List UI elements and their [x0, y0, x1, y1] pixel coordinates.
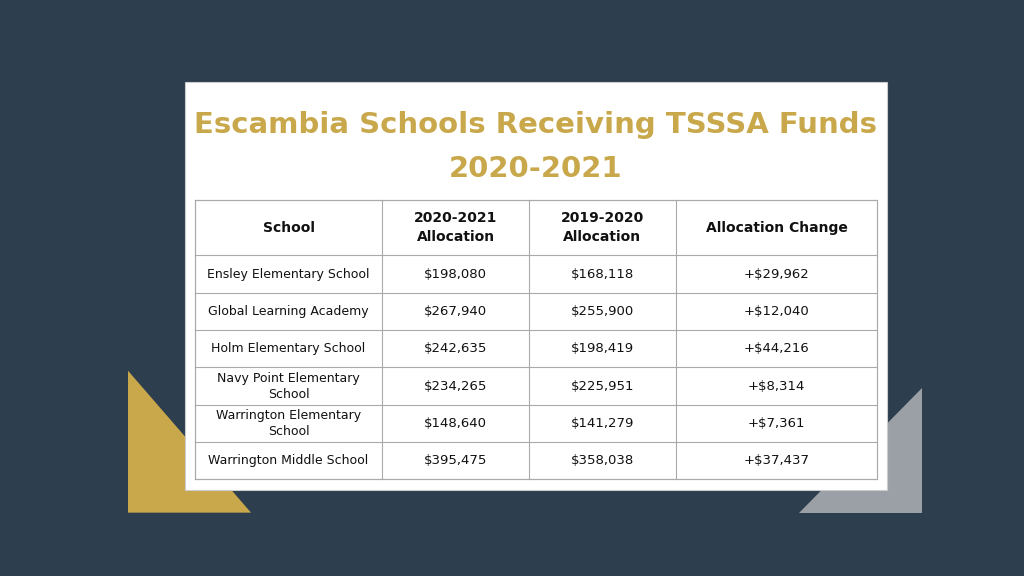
Text: $198,080: $198,080	[424, 268, 487, 281]
Text: $358,038: $358,038	[570, 454, 634, 467]
Text: +$12,040: +$12,040	[743, 305, 809, 318]
Text: +$29,962: +$29,962	[743, 268, 809, 281]
Text: $225,951: $225,951	[570, 380, 634, 393]
Polygon shape	[799, 388, 922, 513]
Polygon shape	[128, 371, 251, 513]
Text: 2020-2021
Allocation: 2020-2021 Allocation	[414, 211, 498, 244]
Text: Warrington Middle School: Warrington Middle School	[208, 454, 369, 467]
Text: Holm Elementary School: Holm Elementary School	[211, 342, 366, 355]
Text: Ensley Elementary School: Ensley Elementary School	[207, 268, 370, 281]
Text: Warrington Elementary
School: Warrington Elementary School	[216, 409, 361, 438]
Text: $148,640: $148,640	[424, 417, 487, 430]
Text: $267,940: $267,940	[424, 305, 487, 318]
Text: Allocation Change: Allocation Change	[706, 221, 848, 234]
Text: $234,265: $234,265	[424, 380, 487, 393]
Text: Escambia Schools Receiving TSSSA Funds: Escambia Schools Receiving TSSSA Funds	[195, 111, 878, 139]
Text: Navy Point Elementary
School: Navy Point Elementary School	[217, 372, 359, 400]
FancyBboxPatch shape	[195, 200, 878, 479]
Text: $168,118: $168,118	[570, 268, 634, 281]
Text: +$37,437: +$37,437	[743, 454, 810, 467]
Text: $198,419: $198,419	[571, 342, 634, 355]
Text: 2019-2020
Allocation: 2019-2020 Allocation	[561, 211, 644, 244]
Text: +$7,361: +$7,361	[748, 417, 805, 430]
Text: $242,635: $242,635	[424, 342, 487, 355]
Text: School: School	[262, 221, 314, 234]
Text: $395,475: $395,475	[424, 454, 487, 467]
Text: +$8,314: +$8,314	[748, 380, 805, 393]
Text: 2020-2021: 2020-2021	[450, 155, 623, 183]
Text: $255,900: $255,900	[570, 305, 634, 318]
Text: +$44,216: +$44,216	[743, 342, 809, 355]
Text: Global Learning Academy: Global Learning Academy	[208, 305, 369, 318]
FancyBboxPatch shape	[185, 82, 887, 491]
Text: $141,279: $141,279	[570, 417, 634, 430]
